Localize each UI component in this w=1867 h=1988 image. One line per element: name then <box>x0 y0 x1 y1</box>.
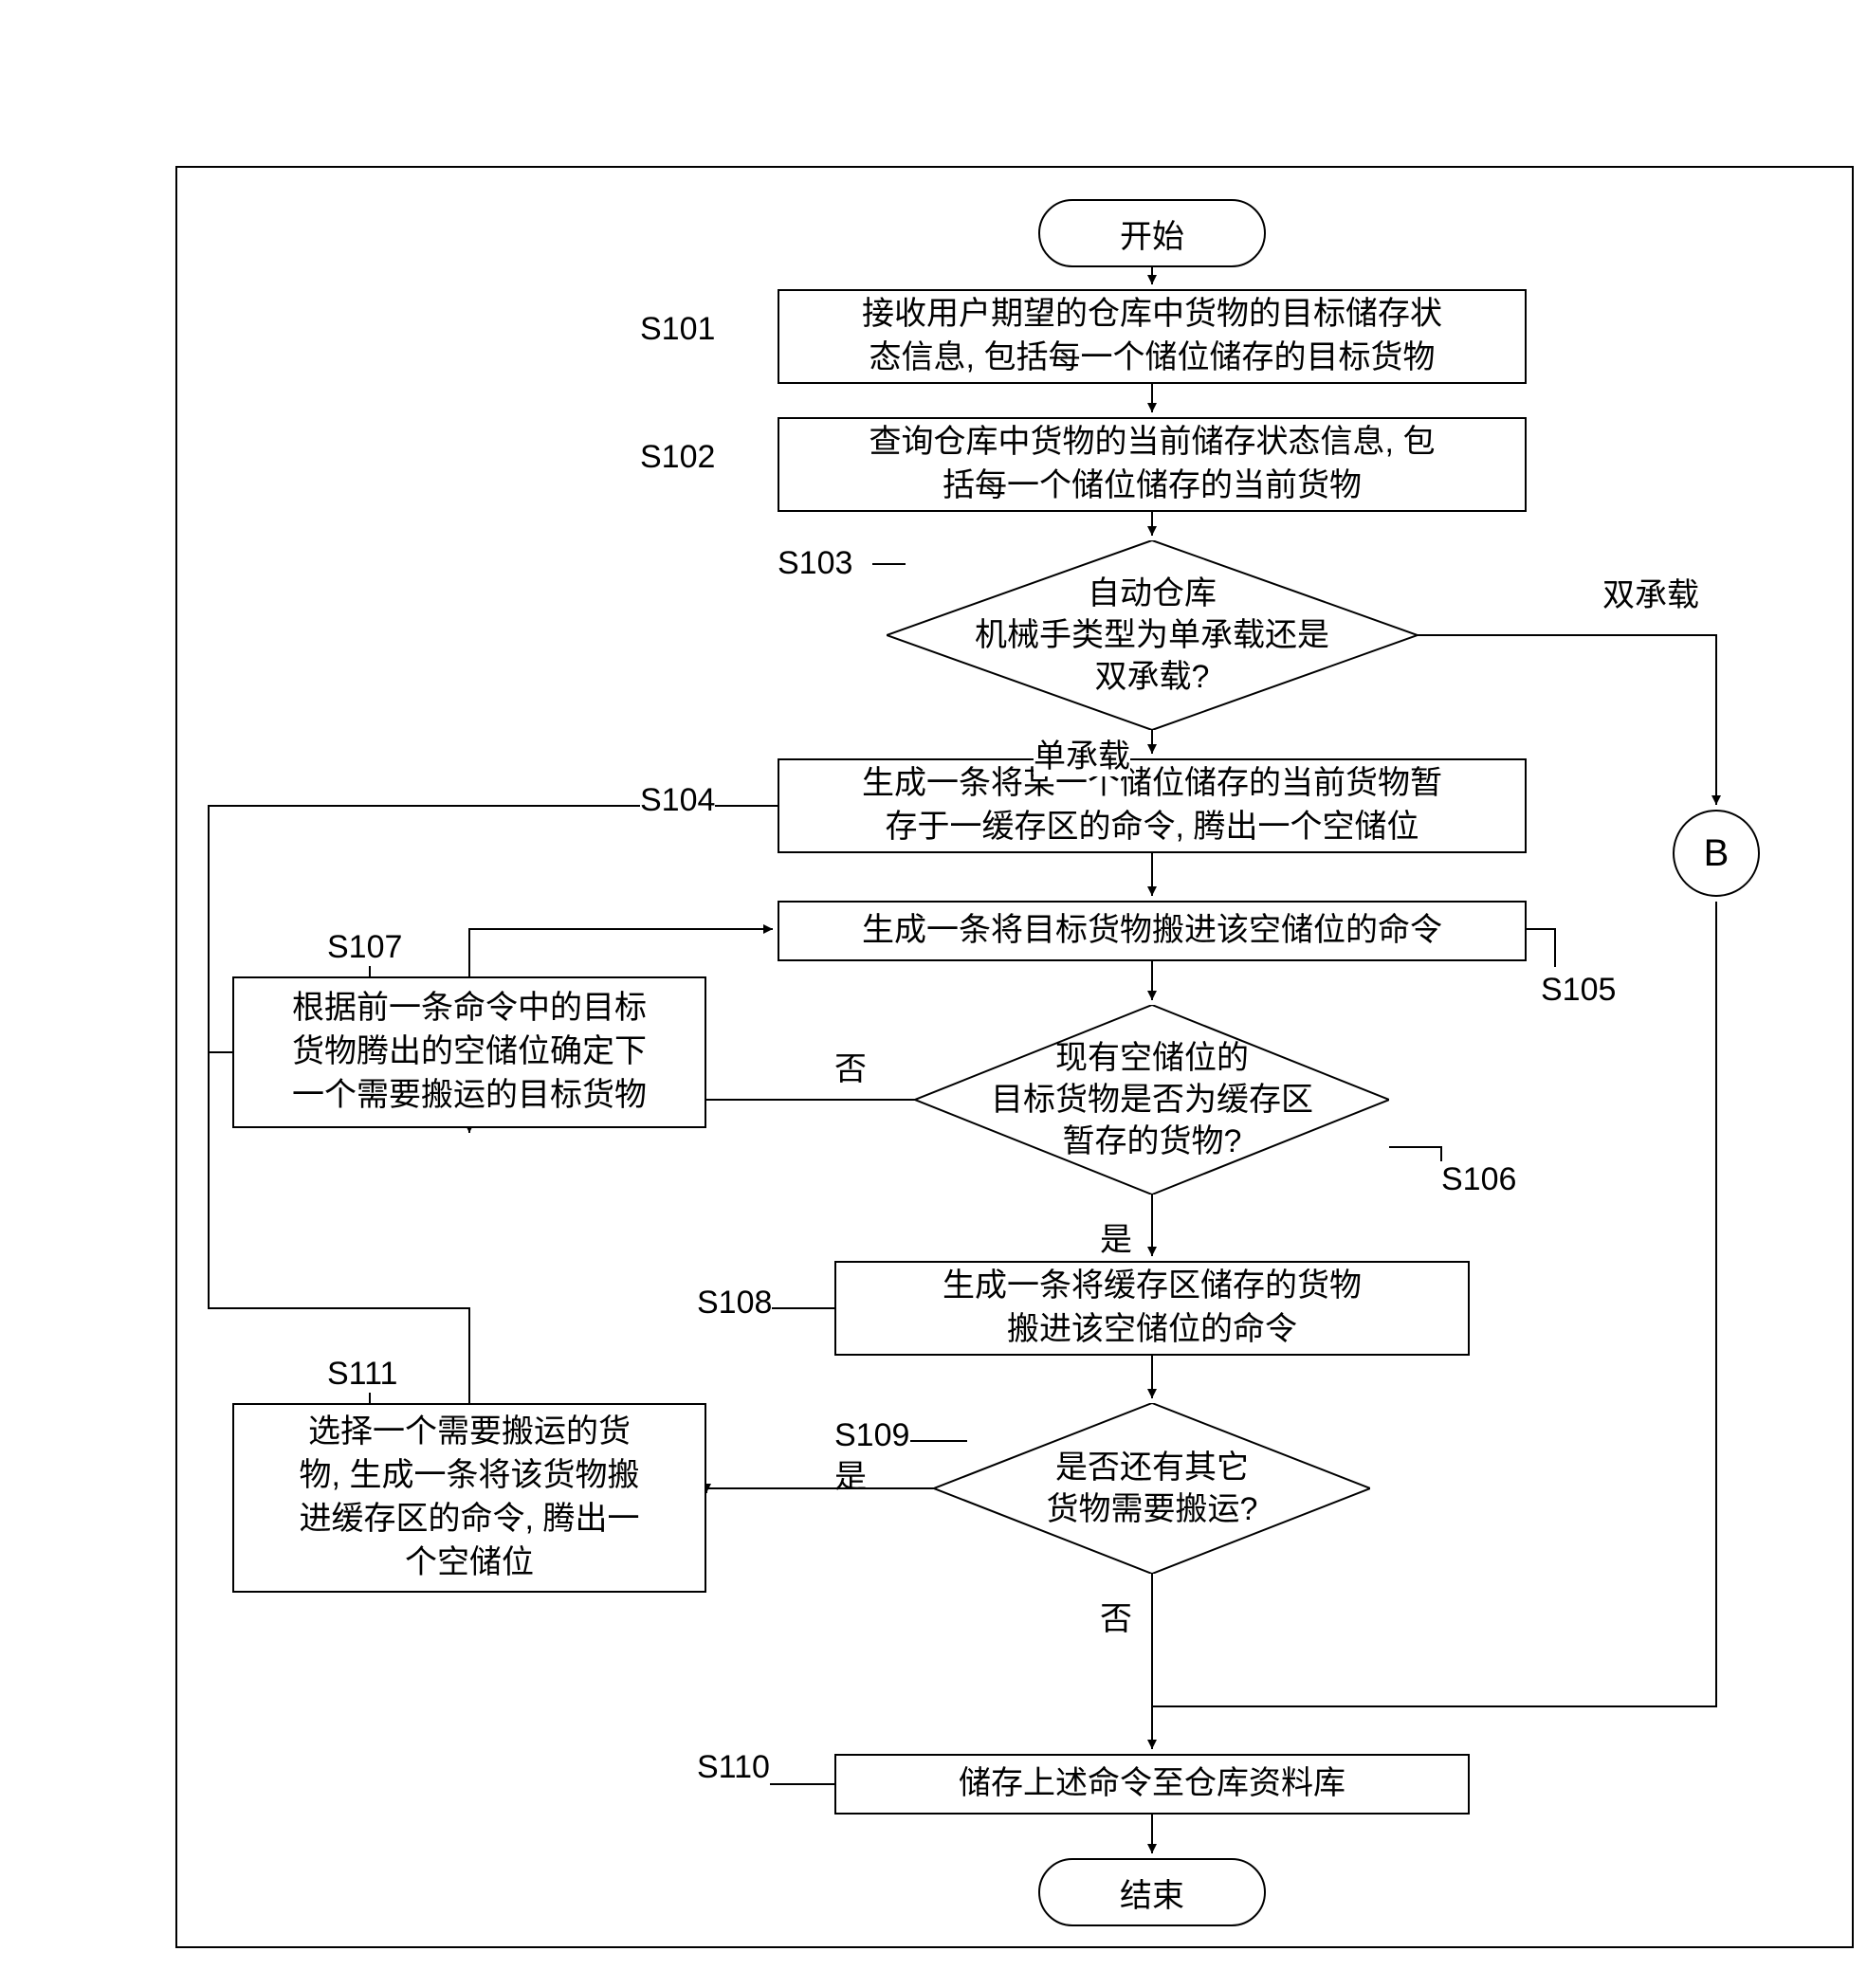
connector-b: B <box>1673 810 1760 897</box>
process-s110: 储存上述命令至仓库资料库 <box>834 1754 1470 1815</box>
edge-label-no2: 否 <box>1100 1593 1132 1639</box>
terminal-start-label: 开始 <box>1120 210 1184 257</box>
terminal-start: 开始 <box>1038 199 1266 267</box>
process-s111: 选择一个需要搬运的货物, 生成一条将该货物搬进缓存区的命令, 腾出一个空储位 <box>232 1403 706 1593</box>
process-s108-text: 生成一条将缓存区储存的货物搬进该空储位的命令 <box>943 1265 1362 1352</box>
edge-label-yes2: 是 <box>834 1450 867 1497</box>
step-label-s103: S103 <box>778 545 852 582</box>
step-label-s104: S104 <box>640 782 715 819</box>
decision-s106: 现有空储位的目标货物是否为缓存区暂存的货物? <box>915 1005 1389 1195</box>
connector-b-label: B <box>1704 832 1730 875</box>
step-label-s111: S111 <box>327 1356 397 1393</box>
step-label-s107: S107 <box>327 929 402 966</box>
step-label-s102: S102 <box>640 439 715 476</box>
process-s102: 查询仓库中货物的当前储存状态信息, 包括每一个储位储存的当前货物 <box>778 417 1527 512</box>
decision-s103: 自动仓库机械手类型为单承载还是双承载? <box>887 540 1418 730</box>
step-label-s106: S106 <box>1441 1161 1516 1198</box>
process-s101-text: 接收用户期望的仓库中货物的目标储存状态信息, 包括每一个储位储存的目标货物 <box>862 293 1442 380</box>
edge-label-no1: 否 <box>834 1043 867 1089</box>
terminal-end: 结束 <box>1038 1858 1266 1926</box>
decision-s109: 是否还有其它货物需要搬运? <box>934 1403 1370 1574</box>
process-s104: 生成一条将某一个储位储存的当前货物暂存于一缓存区的命令, 腾出一个空储位 <box>778 758 1527 853</box>
step-label-s108: S108 <box>697 1285 772 1322</box>
edge-label-single: 单承载 <box>1034 730 1130 776</box>
terminal-end-label: 结束 <box>1120 1869 1184 1916</box>
step-label-s109: S109 <box>834 1417 909 1454</box>
process-s101: 接收用户期望的仓库中货物的目标储存状态信息, 包括每一个储位储存的目标货物 <box>778 289 1527 384</box>
edge-label-dual: 双承载 <box>1602 569 1699 615</box>
process-s105: 生成一条将目标货物搬进该空储位的命令 <box>778 901 1527 961</box>
step-label-s110: S110 <box>697 1749 770 1786</box>
process-s107: 根据前一条命令中的目标货物腾出的空储位确定下一个需要搬运的目标货物 <box>232 976 706 1128</box>
process-s111-text: 选择一个需要搬运的货物, 生成一条将该货物搬进缓存区的命令, 腾出一个空储位 <box>300 1411 640 1585</box>
process-s108: 生成一条将缓存区储存的货物搬进该空储位的命令 <box>834 1261 1470 1356</box>
process-s107-text: 根据前一条命令中的目标货物腾出的空储位确定下一个需要搬运的目标货物 <box>292 987 647 1118</box>
step-label-s101: S101 <box>640 311 715 348</box>
process-s104-text: 生成一条将某一个储位储存的当前货物暂存于一缓存区的命令, 腾出一个空储位 <box>862 762 1442 849</box>
process-s102-text: 查询仓库中货物的当前储存状态信息, 包括每一个储位储存的当前货物 <box>869 421 1436 508</box>
edge-label-yes1: 是 <box>1100 1213 1132 1260</box>
process-s110-text: 储存上述命令至仓库资料库 <box>959 1762 1345 1806</box>
step-label-s105: S105 <box>1541 972 1616 1009</box>
process-s105-text: 生成一条将目标货物搬进该空储位的命令 <box>862 909 1442 953</box>
flowchart-canvas: 开始 结束 接收用户期望的仓库中货物的目标储存状态信息, 包括每一个储位储存的目… <box>0 0 1867 1988</box>
